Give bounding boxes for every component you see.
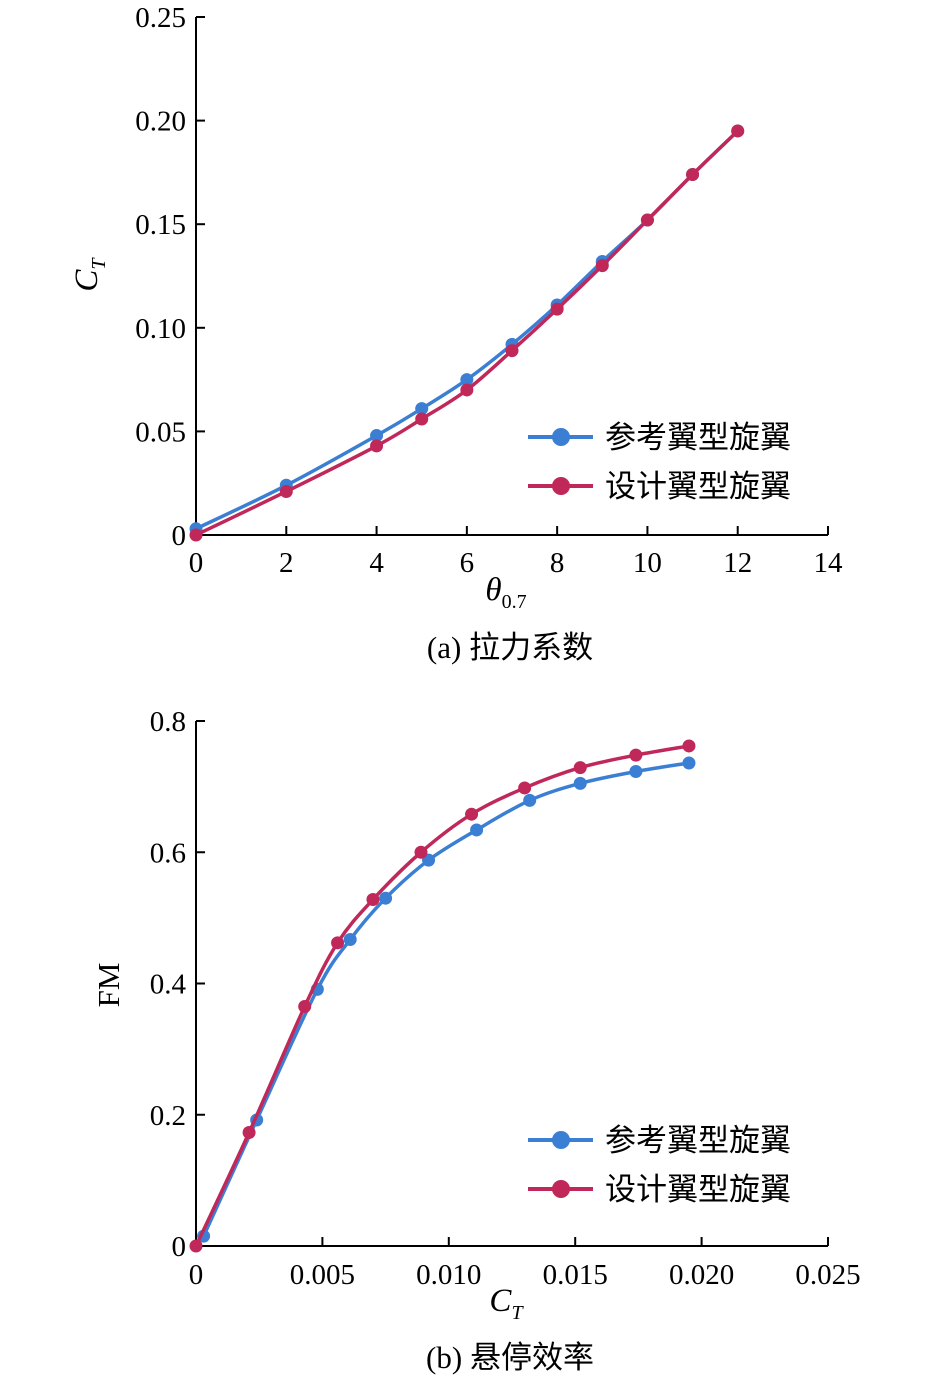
data-point	[370, 439, 384, 453]
data-point	[343, 933, 357, 947]
x-axis-label: θ0.7	[485, 572, 526, 613]
data-point	[460, 373, 474, 387]
chart-thrust-coefficient: 0 0.05 0.10 0.15 0.20 0.25 0 2 4 6 8 10 12 14 参考翼型旋翼设计…	[69, 2, 843, 665]
data-point	[414, 845, 428, 859]
data-point	[415, 412, 429, 426]
y-tick-label: 0.8	[150, 706, 186, 738]
data-point	[640, 213, 654, 227]
data-point	[686, 167, 700, 181]
y-tick-label: 0.2	[150, 1100, 186, 1132]
data-point	[505, 344, 519, 358]
chart-caption: (b) 悬停效率	[426, 1340, 594, 1375]
x-axis-label: CT	[489, 1283, 524, 1324]
legend-swatch-marker	[552, 1180, 570, 1198]
chart-caption: (a) 拉力系数	[427, 630, 593, 665]
data-point	[460, 383, 474, 397]
y-tick-label: 0.25	[135, 2, 186, 34]
x-tick-label: 0.005	[290, 1259, 355, 1291]
x-tick-label: 2	[279, 547, 294, 579]
x-tick-label: 0	[189, 547, 204, 579]
data-point	[189, 528, 203, 542]
x-tick-label: 0.010	[416, 1259, 481, 1291]
legend-label: 参考翼型旋翼	[605, 1123, 791, 1159]
series-line	[201, 761, 690, 1237]
data-point	[573, 776, 587, 790]
x-tick-label: 0.025	[795, 1259, 860, 1291]
x-tick-label: 4	[369, 547, 384, 579]
y-axis-label: CT	[69, 257, 110, 292]
x-tick-label: 10	[633, 547, 662, 579]
data-point	[242, 1125, 256, 1139]
data-point	[682, 739, 696, 753]
legend-swatch-marker	[552, 477, 570, 495]
y-tick-label: 0.10	[135, 313, 186, 345]
data-point	[629, 765, 643, 779]
y-tick-label: 0.6	[150, 837, 186, 869]
series-line	[195, 129, 739, 537]
y-tick-label: 0	[172, 520, 187, 552]
chart-hover-efficiency: 0 0.2 0.4 0.6 0.8 0 0.005 0.010 0.015 0.020 0.025 参…	[91, 706, 861, 1375]
data-point	[189, 1239, 203, 1253]
data-point	[682, 756, 696, 770]
data-point	[465, 807, 479, 821]
legend-label: 参考翼型旋翼	[605, 420, 791, 456]
data-point	[550, 302, 564, 316]
data-point	[470, 823, 484, 837]
x-tick-label: 0.015	[543, 1259, 608, 1291]
data-point	[331, 936, 345, 950]
data-point	[731, 124, 745, 138]
x-tick-label: 0	[189, 1259, 204, 1291]
data-point	[370, 429, 384, 443]
data-point	[279, 484, 293, 498]
data-point	[573, 761, 587, 775]
data-point	[415, 402, 429, 416]
data-point	[518, 781, 532, 795]
legend-swatch-marker	[552, 1131, 570, 1149]
data-point	[379, 891, 393, 905]
x-tick-label: 0.020	[669, 1259, 734, 1291]
legend-label: 设计翼型旋翼	[605, 469, 791, 505]
y-tick-label: 0.20	[135, 106, 186, 138]
x-tick-label: 8	[550, 547, 565, 579]
y-tick-label: 0.05	[135, 416, 186, 448]
data-point	[523, 793, 537, 807]
data-point	[366, 893, 380, 906]
y-tick-label: 0	[172, 1231, 187, 1263]
x-tick-label: 12	[723, 547, 752, 579]
data-point	[595, 259, 609, 273]
series-line	[194, 744, 690, 1247]
y-axis-label: FM	[91, 963, 126, 1008]
x-tick-label: 14	[814, 547, 844, 579]
legend-label: 设计翼型旋翼	[605, 1172, 791, 1208]
data-point	[298, 999, 312, 1013]
legend-swatch-marker	[552, 428, 570, 446]
y-tick-label: 0.15	[135, 209, 186, 241]
x-tick-label: 6	[460, 547, 475, 579]
y-tick-label: 0.4	[150, 969, 187, 1001]
data-point	[629, 748, 643, 762]
